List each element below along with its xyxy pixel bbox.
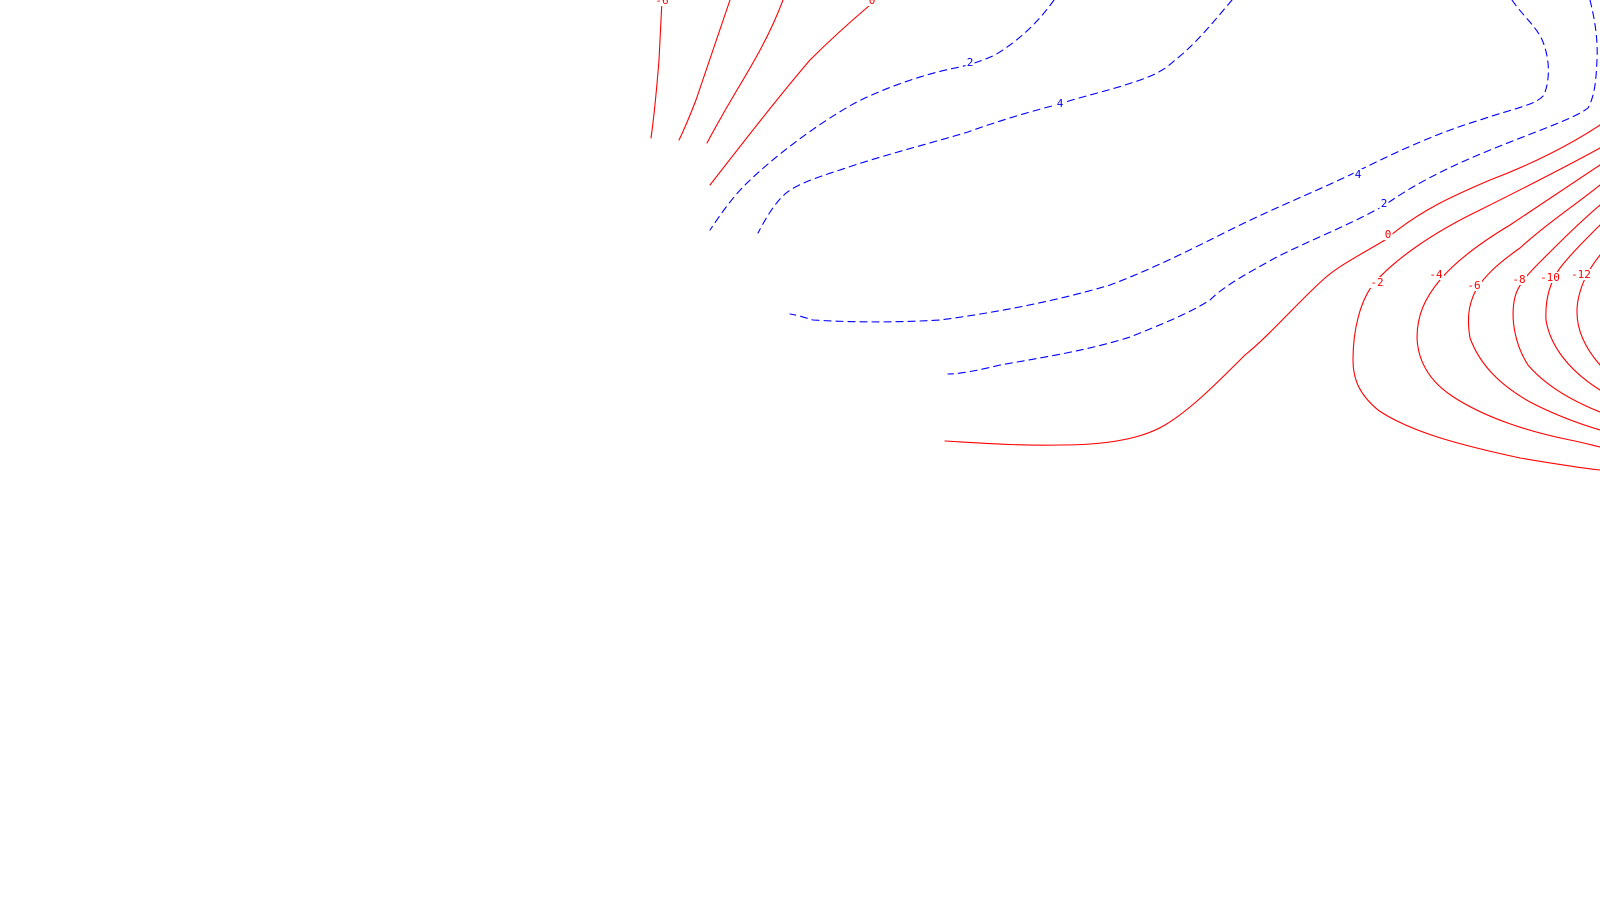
contour-label-background	[1428, 269, 1444, 280]
contour-label-background	[1466, 280, 1482, 291]
contour-line-c-dash-4-mid	[789, 0, 1549, 323]
contour-label-background	[1369, 277, 1385, 288]
contour-line-c-minus12-right	[1576, 254, 1600, 366]
contour-label: -12	[1571, 268, 1591, 281]
contour-label: 4	[1355, 168, 1362, 181]
contour-label-background	[654, 0, 670, 6]
contour-line-c-dash-4-top	[757, 0, 1233, 234]
contour-label: -4	[1429, 268, 1443, 281]
contour-label: 2	[1381, 197, 1388, 210]
contour-label: 0	[869, 0, 876, 7]
contour-line-c-minus4-right	[1416, 164, 1600, 448]
contour-layer	[650, 0, 1600, 471]
contour-label: -6	[655, 0, 668, 7]
contour-label-background	[1511, 274, 1527, 285]
contour-label-background	[867, 0, 877, 6]
contour-label: -8	[1512, 273, 1525, 286]
contour-line-c-minus2-right	[1352, 147, 1600, 471]
contour-line-c-zero-mid	[944, 124, 1600, 446]
contour-line-c-topleft-3	[706, 0, 784, 144]
contour-label: -6	[1467, 279, 1480, 292]
contour-line-c-minus8-right	[1512, 204, 1600, 413]
contour-label-background	[1383, 229, 1393, 240]
contour-label-background	[1379, 198, 1389, 209]
contour-label: 4	[1057, 97, 1064, 110]
contour-label: 2	[967, 56, 974, 69]
contour-line-c-dash-2-top	[709, 0, 1055, 231]
contour-label-background	[1353, 169, 1363, 180]
contour-line-c-minus6-right	[1467, 184, 1600, 431]
contour-label-background	[1055, 98, 1065, 109]
contour-label-background	[1569, 269, 1593, 280]
contour-label: 0	[1385, 228, 1392, 241]
contour-line-c-minus6-topleft	[650, 0, 663, 139]
contour-label: -10	[1540, 271, 1560, 284]
contour-line-c-dash-2-mid	[947, 0, 1598, 375]
contour-label-background	[965, 57, 975, 68]
contour-line-c-topleft-2	[678, 0, 731, 141]
contour-label: -2	[1370, 276, 1383, 289]
contour-line-c-minus10-right	[1545, 224, 1600, 391]
contour-label-background	[1538, 272, 1562, 283]
contour-line-c-zero-top	[709, 4, 871, 186]
contour-label-layer: -6 0 2 4 4 2 0 -2 -4 -6 -8 -10 -12	[654, 0, 1593, 292]
